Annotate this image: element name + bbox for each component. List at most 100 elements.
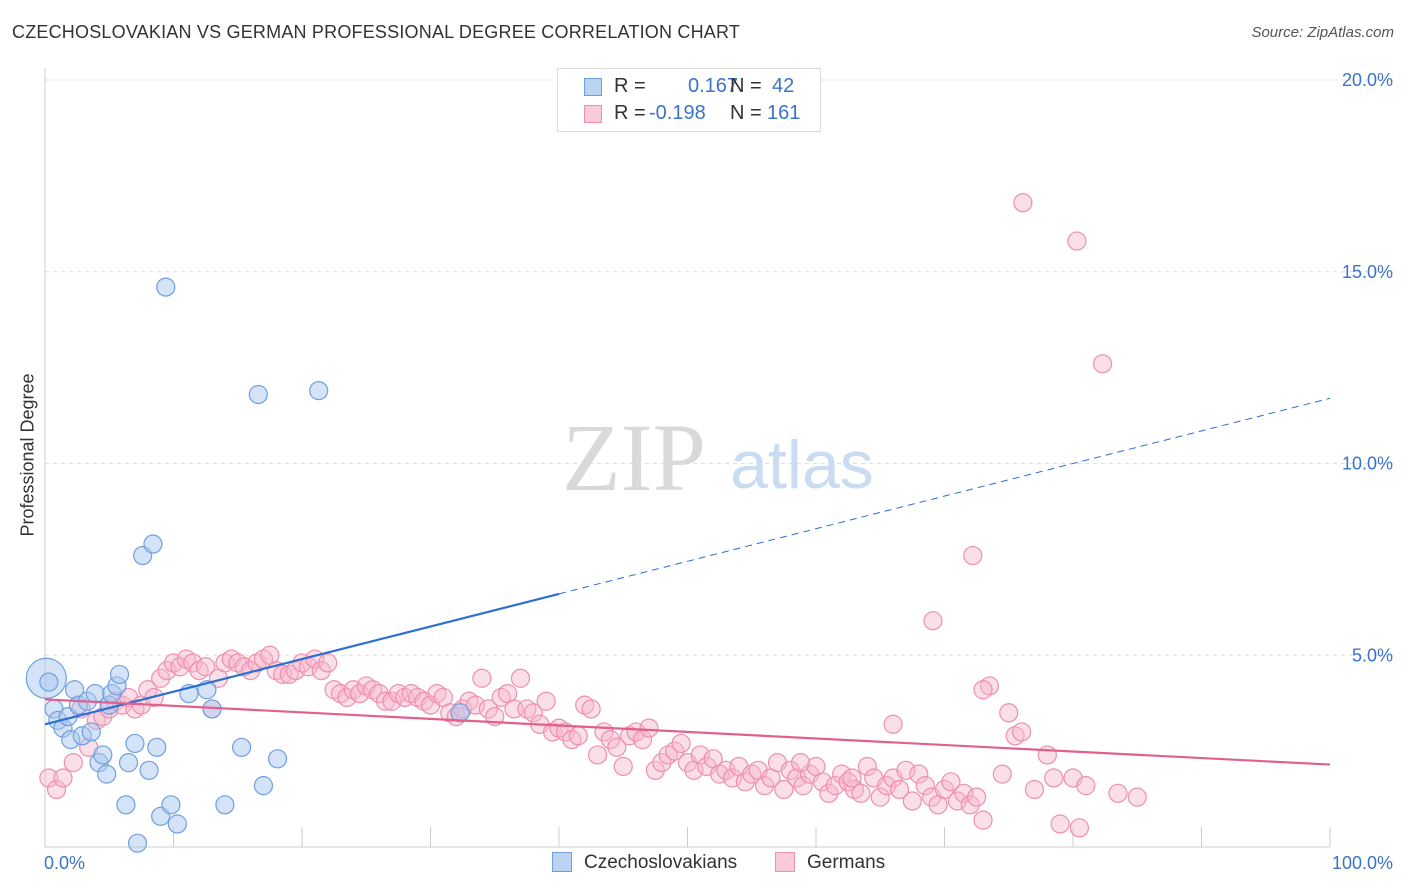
german-point: [318, 653, 338, 673]
y-tick-labels: 5.0% 10.0% 15.0% 20.0%: [1342, 70, 1393, 665]
legend-n-label: N =: [730, 102, 762, 124]
czech-point: [93, 745, 113, 765]
bottom-legend-label-czech: Czechoslovakians: [584, 852, 738, 873]
german-point: [842, 768, 862, 788]
bottom-legend-swatch-german: [775, 852, 795, 872]
german-point: [883, 714, 903, 734]
legend-r-label: R =: [614, 102, 646, 124]
german-point: [896, 760, 916, 780]
german-point: [902, 791, 922, 811]
grid-lines: [45, 79, 1395, 656]
german-point: [151, 668, 171, 688]
german-point: [382, 691, 402, 711]
german-point: [819, 783, 839, 803]
czech-point: [156, 277, 176, 297]
german-point: [465, 695, 486, 715]
german-point: [754, 776, 775, 796]
watermark-atlas: atlas: [730, 427, 874, 503]
german-point: [472, 668, 492, 688]
german-point: [787, 768, 807, 788]
czech-point: [215, 795, 235, 815]
german-point: [1044, 768, 1064, 788]
y-tick-label: 15.0%: [1342, 262, 1393, 282]
german-point: [973, 680, 993, 700]
german-point: [780, 760, 800, 780]
german-point: [992, 764, 1012, 784]
german-point: [1069, 818, 1090, 838]
german-point: [39, 768, 59, 788]
german-point: [954, 783, 974, 803]
german-point: [851, 783, 871, 803]
german-point: [812, 772, 833, 792]
german-point: [774, 779, 794, 800]
german-point: [963, 545, 983, 566]
german-point: [46, 779, 67, 800]
german-point: [1076, 776, 1096, 796]
german-point: [555, 722, 576, 742]
german-point: [1013, 193, 1033, 213]
german-point: [832, 764, 852, 784]
german-point: [793, 776, 813, 796]
german-point: [1037, 745, 1057, 765]
czech-points: [25, 277, 470, 853]
german-point: [877, 776, 897, 796]
german-point: [1127, 787, 1147, 807]
german-point: [273, 664, 293, 685]
german-point: [157, 660, 177, 681]
czech-point: [253, 776, 274, 796]
y-tick-label: 20.0%: [1342, 70, 1393, 90]
legend-n-label: N =: [730, 75, 762, 97]
legend-row-german: R = -0.198 N = 161: [558, 100, 820, 127]
y-axis-label: Professional Degree: [17, 373, 38, 537]
german-point: [825, 776, 845, 796]
german-point: [626, 722, 646, 742]
german-point: [568, 726, 588, 746]
czech-point: [81, 722, 101, 742]
german-point: [947, 791, 967, 811]
czech-point: [267, 749, 288, 769]
german-point: [941, 772, 961, 792]
german-point: [870, 787, 890, 807]
german-point: [960, 795, 980, 815]
legend-n-value-german: 161: [767, 102, 801, 124]
legend-swatch-german: [584, 105, 602, 123]
chart-title: CZECHOSLOVAKIAN VS GERMAN PROFESSIONAL D…: [12, 22, 741, 42]
german-point: [652, 753, 672, 773]
trend-lines: [44, 397, 1331, 766]
german-point: [716, 760, 736, 780]
german-point: [196, 657, 216, 677]
german-point: [607, 737, 627, 757]
german-point: [1092, 354, 1113, 374]
german-point: [53, 768, 73, 788]
german-point: [1050, 814, 1070, 834]
german-trend-line: [44, 698, 1331, 766]
czech-point: [127, 833, 148, 853]
czech-point: [109, 664, 130, 685]
bottom-legend-swatch-czech: [552, 852, 572, 872]
y-tick-label: 5.0%: [1352, 645, 1393, 665]
german-point: [1067, 231, 1087, 251]
german-point: [967, 787, 987, 807]
german-point: [889, 779, 910, 800]
german-point: [587, 745, 608, 765]
german-point: [510, 668, 531, 688]
czech-point: [118, 753, 139, 773]
german-point: [690, 745, 710, 765]
source-label: Source: ZipAtlas.com: [1251, 24, 1394, 41]
german-point: [311, 660, 331, 681]
german-point: [645, 760, 665, 780]
x-tick-label: 0.0%: [44, 853, 85, 873]
german-point: [600, 730, 621, 750]
czech-trend-line-dashed: [558, 397, 1331, 595]
legend-r-value-czech: 0.167: [688, 75, 739, 97]
german-point: [934, 779, 955, 800]
german-point: [639, 718, 659, 738]
german-point: [973, 810, 993, 830]
czech-trend-line: [44, 592, 560, 726]
german-point: [523, 703, 543, 723]
german-point: [999, 703, 1019, 723]
legend-r-label: R =: [614, 75, 646, 97]
german-point: [1024, 779, 1045, 800]
czech-point: [39, 672, 59, 692]
